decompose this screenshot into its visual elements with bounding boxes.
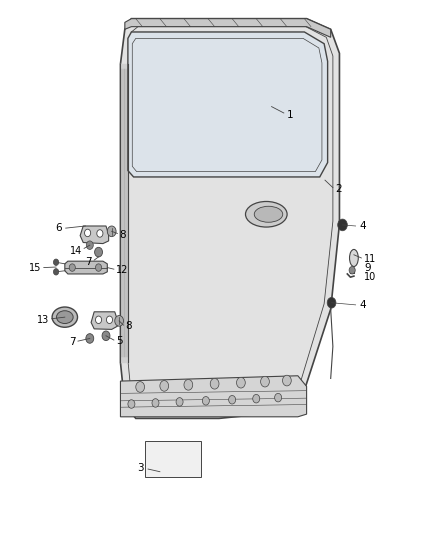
Circle shape: [229, 395, 236, 404]
Circle shape: [97, 230, 103, 237]
Circle shape: [95, 247, 102, 257]
Circle shape: [338, 219, 347, 231]
Text: 13: 13: [37, 315, 49, 325]
Bar: [145, 441, 201, 477]
Circle shape: [160, 381, 169, 391]
Circle shape: [349, 266, 355, 274]
Ellipse shape: [57, 311, 73, 324]
Circle shape: [95, 316, 102, 324]
Text: 5: 5: [116, 336, 123, 346]
Text: 12: 12: [116, 265, 128, 275]
Circle shape: [136, 382, 145, 392]
Ellipse shape: [254, 206, 283, 222]
Circle shape: [115, 316, 124, 326]
Polygon shape: [125, 19, 331, 37]
Polygon shape: [91, 312, 117, 329]
Circle shape: [210, 378, 219, 389]
Circle shape: [128, 400, 135, 408]
Text: 15: 15: [29, 263, 42, 273]
Text: 8: 8: [119, 230, 126, 239]
Text: 10: 10: [364, 272, 377, 282]
Text: 3: 3: [137, 463, 144, 473]
Text: 1: 1: [287, 110, 293, 119]
Circle shape: [261, 376, 269, 387]
Text: 9: 9: [364, 263, 371, 273]
Polygon shape: [120, 64, 128, 362]
Circle shape: [283, 375, 291, 386]
Circle shape: [95, 264, 102, 271]
Text: 2: 2: [335, 184, 342, 194]
Polygon shape: [80, 226, 109, 244]
Circle shape: [176, 398, 183, 406]
Ellipse shape: [52, 307, 78, 327]
Text: 8: 8: [125, 321, 132, 331]
Circle shape: [107, 226, 116, 237]
Circle shape: [86, 334, 94, 343]
Text: 4: 4: [359, 300, 366, 310]
Polygon shape: [120, 376, 307, 417]
Ellipse shape: [350, 249, 358, 266]
Circle shape: [152, 399, 159, 407]
Circle shape: [327, 297, 336, 308]
Polygon shape: [65, 261, 107, 274]
Circle shape: [69, 264, 75, 271]
Circle shape: [102, 331, 110, 341]
Polygon shape: [128, 32, 328, 177]
Circle shape: [85, 229, 91, 237]
Polygon shape: [132, 38, 322, 172]
Circle shape: [253, 394, 260, 403]
Circle shape: [53, 259, 59, 265]
Text: 11: 11: [364, 254, 377, 264]
Circle shape: [237, 377, 245, 388]
Circle shape: [53, 269, 59, 275]
Circle shape: [86, 241, 93, 249]
Ellipse shape: [245, 201, 287, 227]
Circle shape: [202, 397, 209, 405]
Circle shape: [275, 393, 282, 402]
Text: 14: 14: [70, 246, 82, 255]
Text: 6: 6: [56, 223, 62, 233]
Polygon shape: [120, 19, 339, 418]
Text: 4: 4: [359, 221, 366, 231]
Circle shape: [184, 379, 193, 390]
Text: 7: 7: [85, 257, 92, 267]
Circle shape: [106, 316, 113, 324]
Text: 7: 7: [69, 337, 75, 347]
